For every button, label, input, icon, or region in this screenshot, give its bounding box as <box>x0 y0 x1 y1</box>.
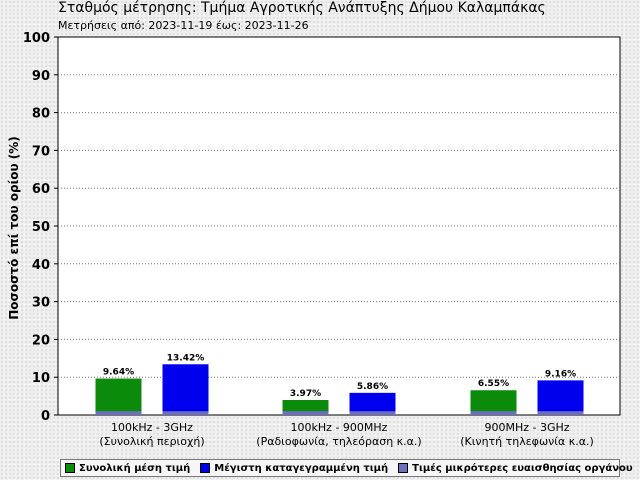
legend-item-maximum: Μέγιστη καταγεγραμμένη τιμή <box>200 463 388 474</box>
bar-chart: 0 10 20 30 40 50 60 70 80 90 100 9.64% 13.42% 100kHz … <box>23 31 621 448</box>
y-tick-label: 50 <box>32 220 50 235</box>
legend-item-average: Συνολική μέση τιμή <box>65 463 190 474</box>
bar-sensitivity <box>95 411 142 415</box>
legend-swatch-average <box>65 463 75 473</box>
legend-swatch-sensitivity <box>398 463 409 473</box>
station-title: Σταθμός μέτρησης: Τμήμα Αγροτικής Ανάπτυ… <box>58 0 546 16</box>
data-label-maximum: 13.42% <box>167 353 205 363</box>
bar-sensitivity <box>537 411 584 415</box>
x-tick-sublabel: (Κινητή τηλεφωνία κ.α.) <box>460 435 594 448</box>
x-tick-sublabel: (Συνολική περιοχή) <box>99 435 204 448</box>
measurement-period: Μετρήσεις από: 2023-11-19 έως: 2023-11-2… <box>58 19 309 32</box>
legend-swatch-maximum <box>200 463 211 473</box>
bar-maximum <box>162 364 209 415</box>
y-tick-label: 0 <box>41 409 50 424</box>
bar-maximum <box>537 380 584 415</box>
bar-average <box>470 390 517 415</box>
legend-item-sensitivity: Τιμές μικρότερες ευαισθησίας οργάνου <box>398 463 633 474</box>
data-label-maximum: 9.16% <box>545 369 576 379</box>
y-tick-label: 30 <box>32 296 50 311</box>
y-axis-label: Ποσοστό επί του ορίου (%) <box>7 136 21 320</box>
y-tick-label: 100 <box>23 31 50 46</box>
legend: Συνολική μέση τιμή Μέγιστη καταγεγραμμέν… <box>60 459 633 477</box>
legend-label-average: Συνολική μέση τιμή <box>79 462 191 474</box>
bar-maximum <box>349 392 396 415</box>
y-tick-label: 70 <box>32 144 50 159</box>
bar-sensitivity <box>282 411 329 415</box>
x-tick-sublabel: (Ραδιοφωνία, τηλεόραση κ.α.) <box>256 435 421 448</box>
data-label-average: 3.97% <box>290 389 321 399</box>
bar-average <box>95 378 142 415</box>
y-tick-label: 90 <box>32 69 50 84</box>
bar-sensitivity <box>470 411 517 415</box>
x-tick-label: 900MHz - 3GHz <box>484 421 569 434</box>
data-label-maximum: 5.86% <box>357 382 388 392</box>
x-tick-label: 100kHz - 900MHz <box>291 421 388 434</box>
data-label-average: 9.64% <box>103 368 134 378</box>
legend-label-sensitivity: Τιμές μικρότερες ευαισθησίας οργάνου <box>412 462 633 474</box>
y-tick-label: 40 <box>32 258 50 273</box>
data-label-average: 6.55% <box>478 379 509 389</box>
y-tick-label: 60 <box>32 182 50 197</box>
y-tick-label: 10 <box>32 371 50 386</box>
y-tick-label: 20 <box>32 333 50 348</box>
bar-sensitivity <box>349 411 396 415</box>
legend-label-maximum: Μέγιστη καταγεγραμμένη τιμή <box>214 462 389 474</box>
bar-sensitivity <box>162 411 209 415</box>
y-tick-label: 80 <box>32 107 50 122</box>
x-tick-label: 100kHz - 3GHz <box>111 421 193 434</box>
